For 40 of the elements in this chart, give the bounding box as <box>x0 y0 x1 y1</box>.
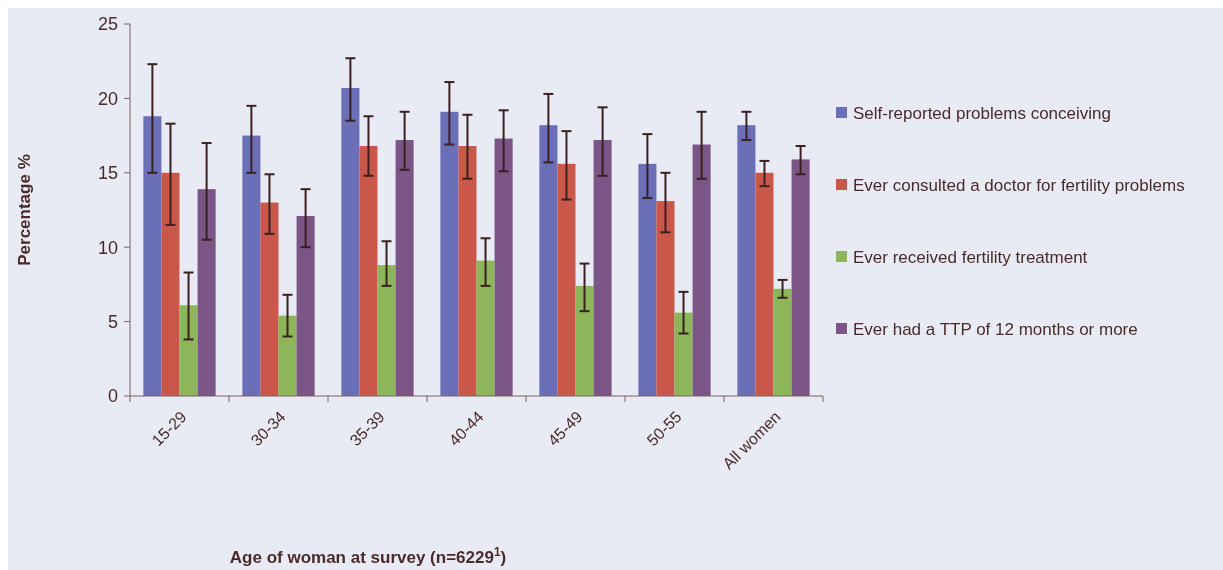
bar <box>440 111 459 396</box>
bar <box>674 312 693 396</box>
bar <box>476 260 495 396</box>
legend-label: Self-reported problems conceiving <box>853 103 1111 123</box>
y-tick-label: 10 <box>97 237 118 258</box>
bar <box>692 144 711 396</box>
y-tick-label: 5 <box>107 311 118 332</box>
bar <box>656 201 675 396</box>
bar <box>278 315 297 396</box>
bar <box>773 288 792 396</box>
bar <box>242 135 261 396</box>
bar <box>296 215 315 396</box>
bar <box>593 140 612 396</box>
bar <box>557 163 576 396</box>
bar <box>197 189 216 396</box>
y-tick-label: 20 <box>97 88 118 109</box>
legend-label: Ever consulted a doctor for fertility problems <box>853 175 1185 195</box>
legend-label: Ever had a TTP of 12 months or more <box>853 319 1138 339</box>
bar <box>359 146 378 396</box>
y-tick-label: 15 <box>97 163 118 184</box>
x-axis-title: Age of woman at survey (n=6229$^{1}$) <box>229 545 507 567</box>
bar <box>494 138 513 396</box>
bar <box>458 146 477 396</box>
y-axis-title: Percentage % <box>15 154 34 266</box>
bar <box>791 159 810 396</box>
legend-label: Ever received fertility treatment <box>853 247 1088 267</box>
y-tick-label: 0 <box>107 386 118 407</box>
bar <box>539 125 558 396</box>
bar <box>260 202 279 396</box>
bar <box>755 172 774 396</box>
bar <box>638 163 657 396</box>
bar <box>575 285 594 396</box>
bar <box>143 116 162 396</box>
y-tick-label: 25 <box>97 14 118 35</box>
bar <box>341 87 360 396</box>
bar <box>179 305 198 396</box>
bar <box>395 140 414 396</box>
bar <box>737 125 756 396</box>
bar <box>161 172 180 396</box>
bar <box>377 265 396 396</box>
